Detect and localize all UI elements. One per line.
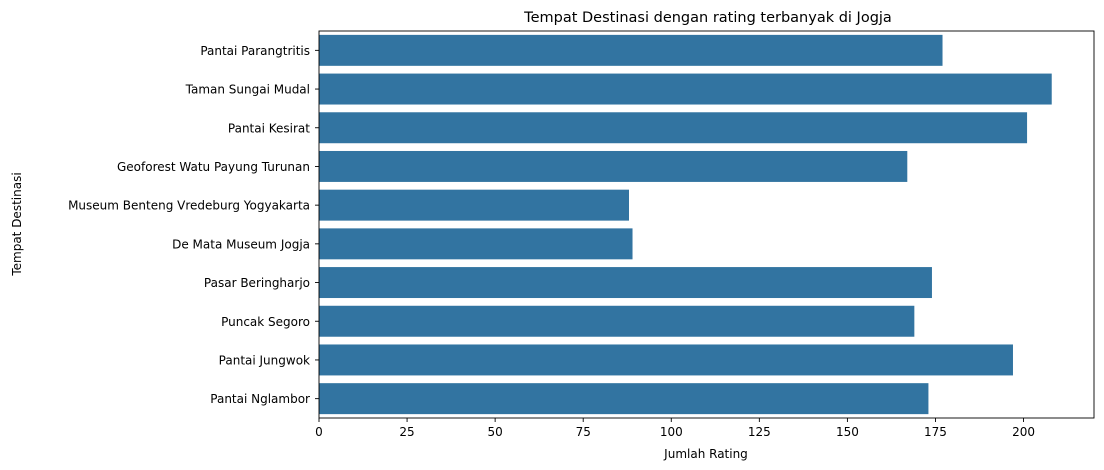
bar xyxy=(319,267,932,299)
bar xyxy=(319,34,943,66)
y-ticks: Pantai Parangtritis Taman Sungai Mudal Pan… xyxy=(68,44,319,406)
y-tick-label: Pantai Jungwok xyxy=(219,353,310,367)
y-axis-label: Tempat Destinasi xyxy=(10,172,24,276)
x-tick-label: 150 xyxy=(836,425,859,439)
x-tick-label: 200 xyxy=(1012,425,1035,439)
y-tick-label: Pasar Beringharjo xyxy=(204,276,310,290)
x-tick-label: 100 xyxy=(660,425,683,439)
bar xyxy=(319,344,1013,376)
bar xyxy=(319,189,629,221)
bar xyxy=(319,228,633,260)
y-tick-label: Puncak Segoro xyxy=(221,315,310,329)
y-tick-label: Taman Sungai Mudal xyxy=(185,83,310,97)
y-tick-label: Pantai Kesirat xyxy=(228,121,310,135)
y-tick-label: Museum Benteng Vredeburg Yogyakarta xyxy=(68,199,310,213)
x-tick-label: 0 xyxy=(315,425,323,439)
bar xyxy=(319,112,1028,144)
y-tick-label: Geoforest Watu Payung Turunan xyxy=(117,160,310,174)
y-tick-label: Pantai Parangtritis xyxy=(200,44,310,58)
x-tick-label: 175 xyxy=(924,425,947,439)
x-tick-label: 50 xyxy=(487,425,502,439)
y-tick-label: Pantai Nglambor xyxy=(210,392,310,406)
plot-frame xyxy=(318,30,1095,419)
x-tick-label: 125 xyxy=(748,425,771,439)
bars-layer xyxy=(319,34,1052,415)
bar xyxy=(319,150,908,182)
x-ticks: 0 25 50 75 100 125 150 175 200 xyxy=(315,418,1035,439)
x-axis-label: Jumlah Rating xyxy=(663,447,748,461)
bar xyxy=(319,305,915,337)
y-tick-label: De Mata Museum Jogja xyxy=(172,237,310,251)
bar xyxy=(319,383,929,415)
chart-title: Tempat Destinasi dengan rating terbanyak… xyxy=(523,10,892,26)
x-tick-label: 75 xyxy=(576,425,591,439)
x-tick-label: 25 xyxy=(399,425,414,439)
bar xyxy=(319,73,1052,105)
